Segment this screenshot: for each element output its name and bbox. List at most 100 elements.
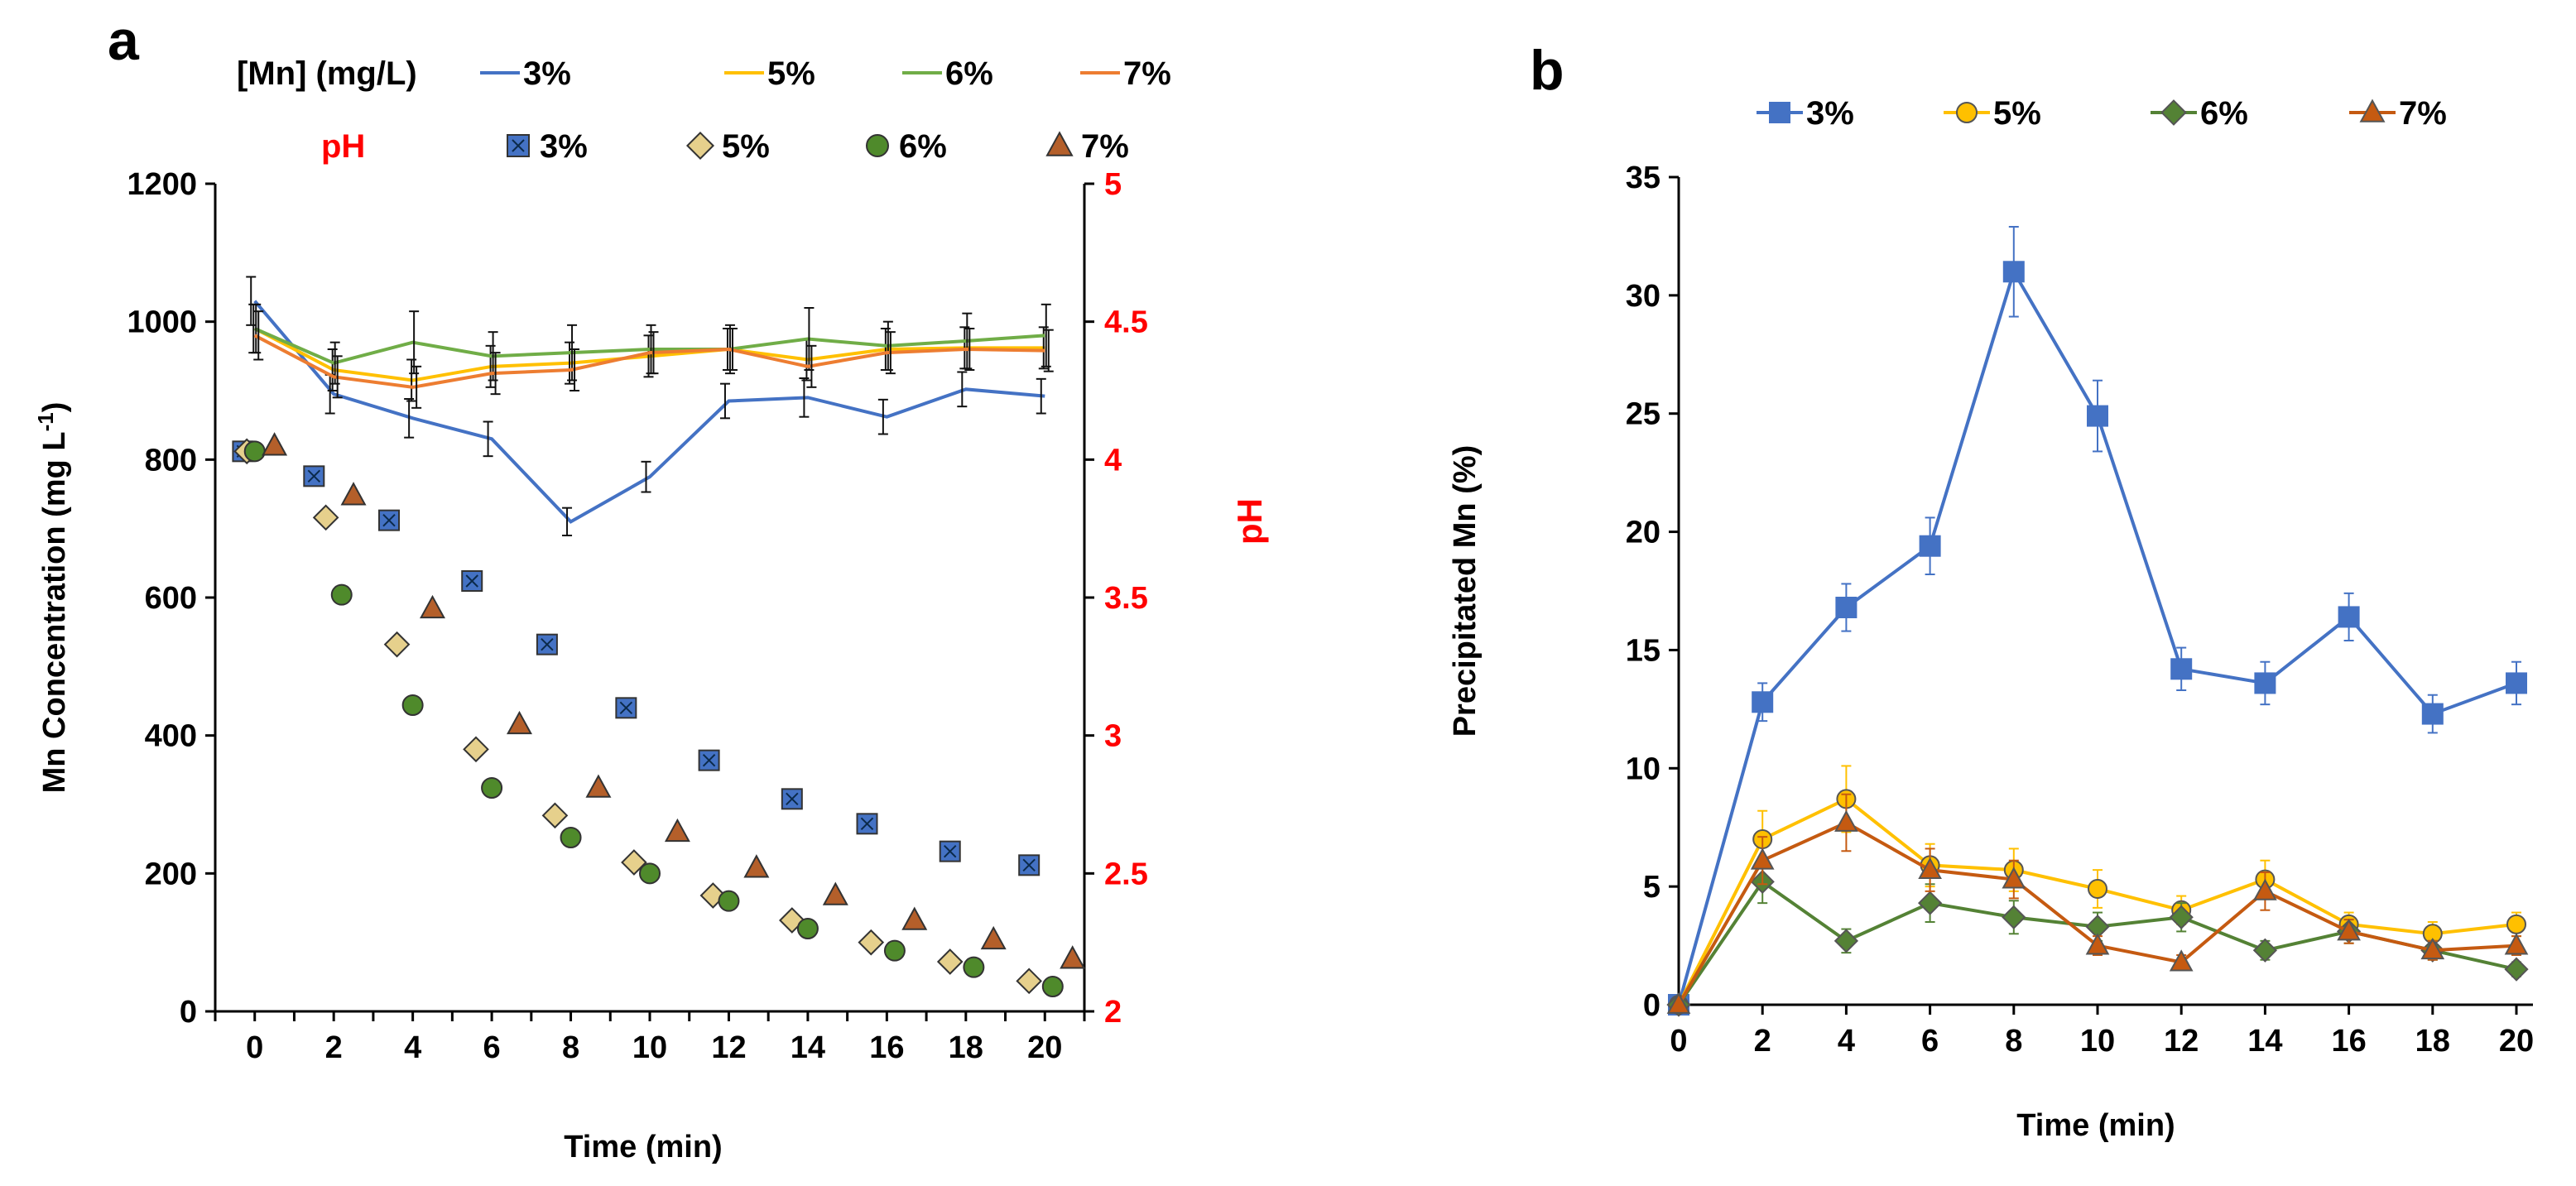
ph-point-5pct — [858, 929, 885, 956]
precip-point-7pct — [2085, 933, 2110, 955]
precip-point-3pct — [1919, 535, 1941, 557]
x-tick-label-a: 16 — [869, 1030, 904, 1065]
x-tick-label-b: 2 — [1754, 1024, 1771, 1059]
mn-errbar-7pct — [648, 331, 659, 375]
y-axis-title-b: Precipitated Mn (%) — [1448, 445, 1483, 737]
ph-point-7pct — [262, 432, 288, 456]
precip-point-6pct — [2252, 938, 2278, 963]
precip-point-7pct — [1666, 992, 1691, 1014]
ph-point-7pct — [664, 818, 690, 843]
ph-point-6pct — [718, 890, 740, 912]
x-tick-label-b: 10 — [2080, 1024, 2115, 1059]
precip-point-3pct — [2002, 261, 2025, 283]
precip-point-3pct — [1752, 691, 1774, 713]
y2-tick-label-a: 4.5 — [1104, 305, 1148, 340]
mn-errbar-7pct — [253, 310, 264, 361]
ph-point-3pct — [461, 570, 483, 592]
x-tick-label-a: 14 — [791, 1030, 825, 1065]
ph-point-5pct — [463, 736, 489, 763]
ph-point-cross — [1022, 858, 1036, 872]
x-tick-label-b: 18 — [2415, 1024, 2450, 1059]
precip-point-6pct — [2169, 905, 2194, 929]
mn-errbar-7pct — [727, 328, 738, 371]
axes-b — [1677, 177, 2533, 1006]
x-tick-label-b: 12 — [2164, 1024, 2199, 1059]
precip-point-7pct — [1834, 809, 1858, 832]
ph-point-cross — [307, 469, 321, 483]
panel-b-label: b — [1530, 39, 1564, 102]
y-axis-title-a: Mn Concentration (mg L-1) — [33, 402, 72, 794]
mn-line-7pct — [253, 334, 1045, 389]
x-axis-title-a: Time (min) — [564, 1130, 722, 1164]
legend-line-label: 3% — [523, 55, 571, 92]
precip-point-5pct — [2506, 914, 2526, 934]
x-tick-label-b: 6 — [1921, 1024, 1939, 1059]
mn-errbar-7pct — [964, 328, 975, 371]
mn-errbar-3pct — [246, 276, 257, 326]
legend-line-title: [Mn] (mg/L) — [237, 55, 417, 92]
ph-point-6pct — [401, 694, 424, 716]
x-tick-label-b: 0 — [1670, 1024, 1687, 1059]
legend-b-label: 5% — [1993, 95, 2041, 132]
precip-point-3pct — [2338, 606, 2360, 628]
legend-marker-label: 5% — [722, 128, 770, 165]
y2-tick-label-a: 2.5 — [1104, 857, 1148, 891]
legend-b-label: 3% — [1806, 95, 1854, 132]
y-tick-label-b: 20 — [1626, 516, 1660, 550]
legend-marker-label: 6% — [899, 128, 947, 165]
y2-tick-label-a: 2 — [1104, 995, 1122, 1030]
x-tick-label-a: 4 — [404, 1030, 421, 1065]
legend-b-marker-7pct — [2359, 98, 2386, 122]
x-tick-label-a: 18 — [949, 1030, 983, 1065]
mn-errbar-3pct — [877, 398, 888, 435]
ph-point-6pct — [1041, 976, 1064, 997]
ph-point-3pct — [615, 697, 637, 719]
mn-errbar-3pct — [562, 507, 573, 536]
mn-errbar-7pct — [1043, 329, 1054, 372]
y-tick-label-b: 5 — [1643, 870, 1660, 905]
ph-point-cross — [944, 844, 957, 858]
y-tick-label-a: 800 — [145, 443, 197, 478]
ph-point-7pct — [585, 774, 612, 798]
mn-line-3pct — [253, 300, 1045, 524]
ph-point-6pct — [243, 440, 266, 463]
legend-marker-cross — [512, 139, 525, 152]
ph-point-6pct — [330, 583, 353, 606]
legend-b: 3% 5% 6% 7% — [1757, 95, 2447, 132]
mn-errbar-7pct — [570, 348, 580, 391]
x-tick-label-a: 8 — [562, 1030, 579, 1065]
y-tick-label-a: 0 — [180, 995, 197, 1030]
ph-point-5pct — [621, 849, 647, 876]
legend-b-marker-3pct — [1769, 102, 1790, 123]
ph-point-7pct — [980, 925, 1007, 950]
mn-errbar-7pct — [885, 331, 896, 375]
precip-point-6pct — [1917, 891, 1943, 915]
precip-point-6pct — [2002, 905, 2026, 929]
ph-point-cross — [382, 513, 396, 527]
mn-errbar-7pct — [490, 352, 501, 396]
ph-point-6pct — [883, 939, 906, 962]
mn-line-5pct — [253, 327, 1045, 382]
precip-point-7pct — [2169, 949, 2194, 972]
ph-point-5pct — [1016, 968, 1042, 995]
ph-point-5pct — [541, 802, 569, 829]
precip-point-3pct — [2506, 672, 2527, 694]
mn-errbar-3pct — [719, 382, 730, 420]
x-tick-label-b: 8 — [2005, 1024, 2022, 1059]
y-tick-label-a: 400 — [145, 719, 197, 754]
x-tick-label-b: 14 — [2247, 1024, 2282, 1059]
legend-marker-title: pH — [321, 128, 365, 165]
y-tick-label-b: 15 — [1626, 633, 1660, 668]
x-tick-label-a: 20 — [1027, 1030, 1062, 1065]
ph-point-7pct — [822, 881, 848, 905]
legend-b-label: 6% — [2200, 95, 2248, 132]
y2-axis-title-a: pH — [1230, 498, 1269, 545]
x-tick-label-b: 4 — [1838, 1024, 1855, 1059]
precip-point-7pct — [2002, 867, 2026, 889]
mn-errbar-3pct — [957, 371, 968, 408]
precip-point-7pct — [2504, 933, 2529, 955]
precip-point-3pct — [2421, 703, 2444, 725]
x-tick-label-a: 2 — [325, 1030, 343, 1065]
y2-tick-label-a: 3 — [1104, 719, 1122, 754]
legend-marker-7pct — [1045, 131, 1074, 156]
